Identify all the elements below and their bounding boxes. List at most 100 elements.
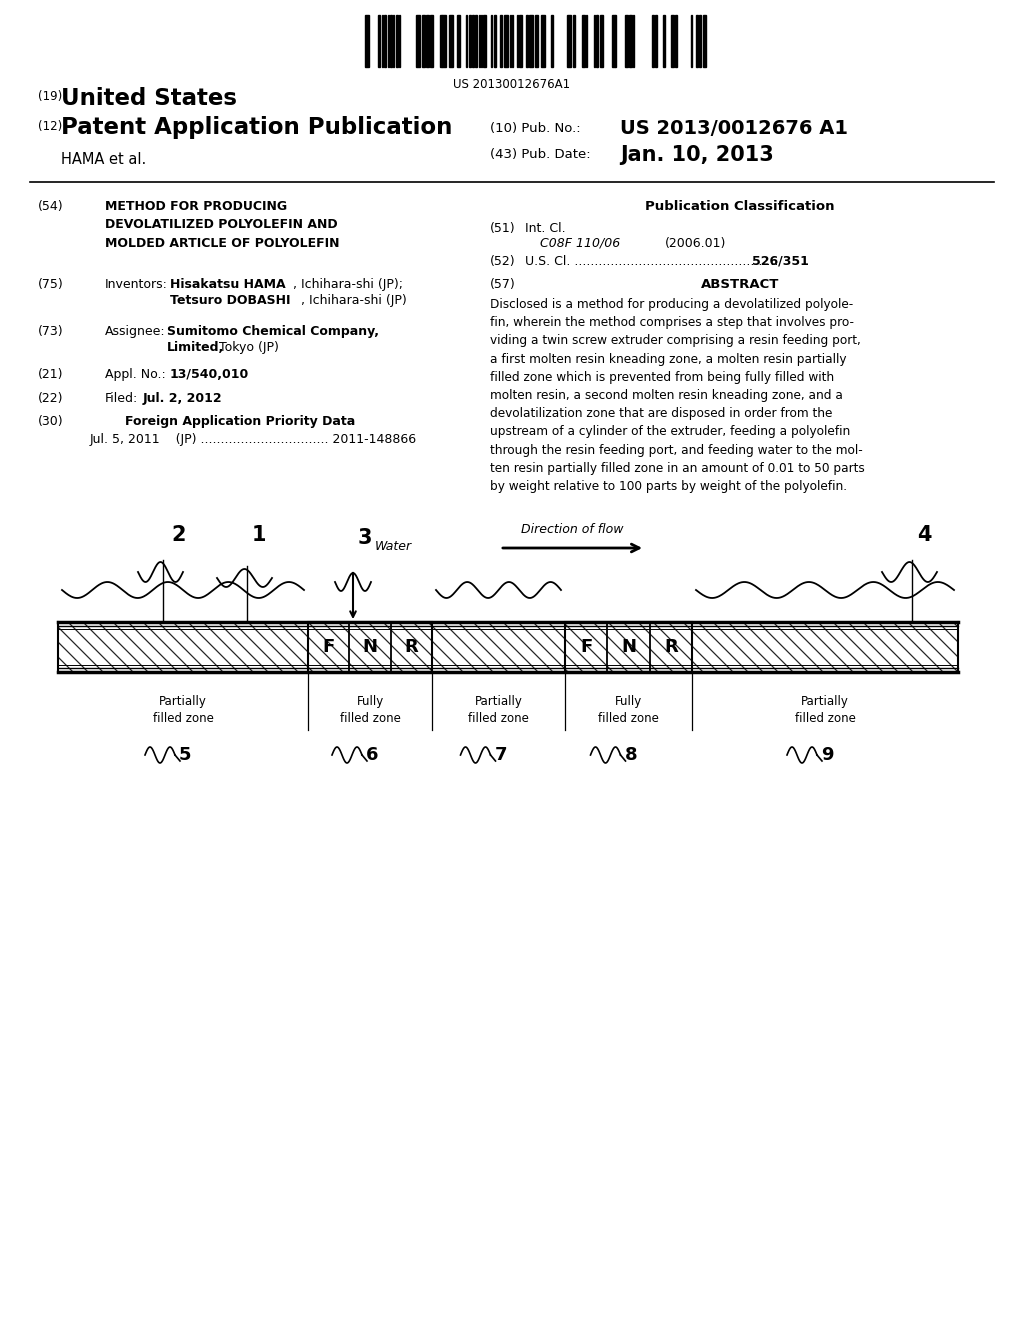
Text: Fully
filled zone: Fully filled zone bbox=[598, 696, 658, 726]
Text: (57): (57) bbox=[490, 279, 516, 290]
Text: Water: Water bbox=[375, 540, 412, 553]
Bar bbox=[450, 15, 453, 67]
Bar bbox=[612, 15, 614, 67]
Text: 9: 9 bbox=[821, 746, 834, 764]
Text: N: N bbox=[362, 638, 378, 656]
Bar bbox=[494, 15, 495, 67]
Bar bbox=[481, 15, 482, 67]
Bar bbox=[422, 15, 425, 67]
Text: Foreign Application Priority Data: Foreign Application Priority Data bbox=[125, 414, 355, 428]
Bar bbox=[457, 15, 460, 67]
Bar bbox=[393, 15, 394, 67]
Bar bbox=[505, 15, 508, 67]
Bar bbox=[416, 15, 420, 67]
Text: Publication Classification: Publication Classification bbox=[645, 201, 835, 213]
Bar bbox=[572, 15, 574, 67]
Text: (12): (12) bbox=[38, 120, 62, 133]
Bar bbox=[695, 15, 698, 67]
Bar bbox=[526, 15, 528, 67]
Bar bbox=[382, 15, 383, 67]
Text: R: R bbox=[404, 638, 418, 656]
Bar bbox=[466, 15, 467, 67]
Bar bbox=[703, 15, 706, 67]
Text: Jan. 10, 2013: Jan. 10, 2013 bbox=[620, 145, 774, 165]
Bar bbox=[482, 15, 486, 67]
Text: (30): (30) bbox=[38, 414, 63, 428]
Bar bbox=[600, 15, 603, 67]
Text: Direction of flow: Direction of flow bbox=[521, 523, 624, 536]
Text: US 2013/0012676 A1: US 2013/0012676 A1 bbox=[620, 119, 848, 139]
Bar bbox=[517, 15, 518, 67]
Text: (19): (19) bbox=[38, 90, 62, 103]
Bar bbox=[439, 15, 441, 67]
Text: (43) Pub. Date:: (43) Pub. Date: bbox=[490, 148, 591, 161]
Bar bbox=[672, 15, 674, 67]
Bar bbox=[551, 15, 553, 67]
Text: Assignee:: Assignee: bbox=[105, 325, 166, 338]
Text: , Ichihara-shi (JP);: , Ichihara-shi (JP); bbox=[293, 279, 403, 290]
Text: 13/540,010: 13/540,010 bbox=[170, 368, 249, 381]
Bar bbox=[384, 15, 386, 67]
Bar bbox=[675, 15, 678, 67]
Text: Partially
filled zone: Partially filled zone bbox=[795, 696, 855, 726]
Text: Partially
filled zone: Partially filled zone bbox=[153, 696, 213, 726]
Text: (54): (54) bbox=[38, 201, 63, 213]
Bar bbox=[378, 15, 380, 67]
Bar bbox=[390, 15, 391, 67]
Text: F: F bbox=[580, 638, 592, 656]
Text: 2: 2 bbox=[171, 525, 185, 545]
Text: 3: 3 bbox=[358, 528, 373, 548]
Text: 526/351: 526/351 bbox=[752, 255, 809, 268]
Bar bbox=[631, 15, 632, 67]
Bar bbox=[664, 15, 666, 67]
Text: Hisakatsu HAMA: Hisakatsu HAMA bbox=[170, 279, 286, 290]
Bar bbox=[699, 15, 701, 67]
Bar bbox=[583, 15, 585, 67]
Bar bbox=[529, 15, 532, 67]
Bar bbox=[536, 15, 538, 67]
Text: (10) Pub. No.:: (10) Pub. No.: bbox=[490, 121, 581, 135]
Bar bbox=[426, 15, 429, 67]
Bar bbox=[615, 15, 616, 67]
Text: U.S. Cl. ...................................................: U.S. Cl. ...............................… bbox=[525, 255, 782, 268]
Bar bbox=[398, 15, 399, 67]
Text: (51): (51) bbox=[490, 222, 516, 235]
Text: (2006.01): (2006.01) bbox=[665, 238, 726, 249]
Bar bbox=[442, 15, 445, 67]
Bar bbox=[519, 15, 522, 67]
Bar bbox=[365, 15, 369, 67]
Text: 7: 7 bbox=[495, 746, 507, 764]
Text: F: F bbox=[323, 638, 335, 656]
Bar bbox=[474, 15, 477, 67]
Text: Patent Application Publication: Patent Application Publication bbox=[61, 116, 453, 139]
Text: 1: 1 bbox=[252, 525, 266, 545]
Bar bbox=[596, 15, 597, 67]
Text: (21): (21) bbox=[38, 368, 63, 381]
Text: Inventors:: Inventors: bbox=[105, 279, 168, 290]
Text: C08F 110/06: C08F 110/06 bbox=[540, 238, 621, 249]
Text: Filed:: Filed: bbox=[105, 392, 138, 405]
Text: Disclosed is a method for producing a devolatilized polyole-
fin, wherein the me: Disclosed is a method for producing a de… bbox=[490, 298, 864, 492]
Bar bbox=[567, 15, 571, 67]
Text: (73): (73) bbox=[38, 325, 63, 338]
Bar bbox=[625, 15, 628, 67]
Bar bbox=[565, 622, 692, 672]
Bar bbox=[472, 15, 474, 67]
Bar bbox=[655, 15, 657, 67]
Bar bbox=[430, 15, 433, 67]
Text: , Ichihara-shi (JP): , Ichihara-shi (JP) bbox=[301, 294, 407, 308]
Text: 4: 4 bbox=[918, 525, 932, 545]
Text: HAMA et al.: HAMA et al. bbox=[61, 152, 146, 168]
Bar bbox=[396, 15, 398, 67]
Bar bbox=[652, 15, 653, 67]
Text: ABSTRACT: ABSTRACT bbox=[700, 279, 779, 290]
Bar bbox=[308, 622, 432, 672]
Text: (75): (75) bbox=[38, 279, 63, 290]
Text: Fully
filled zone: Fully filled zone bbox=[340, 696, 400, 726]
Bar bbox=[469, 15, 471, 67]
Text: Jul. 2, 2012: Jul. 2, 2012 bbox=[143, 392, 222, 405]
Text: Int. Cl.: Int. Cl. bbox=[525, 222, 565, 235]
Text: US 20130012676A1: US 20130012676A1 bbox=[454, 78, 570, 91]
Text: Sumitomo Chemical Company,: Sumitomo Chemical Company, bbox=[167, 325, 379, 338]
Text: METHOD FOR PRODUCING
DEVOLATILIZED POLYOLEFIN AND
MOLDED ARTICLE OF POLYOLEFIN: METHOD FOR PRODUCING DEVOLATILIZED POLYO… bbox=[105, 201, 340, 249]
